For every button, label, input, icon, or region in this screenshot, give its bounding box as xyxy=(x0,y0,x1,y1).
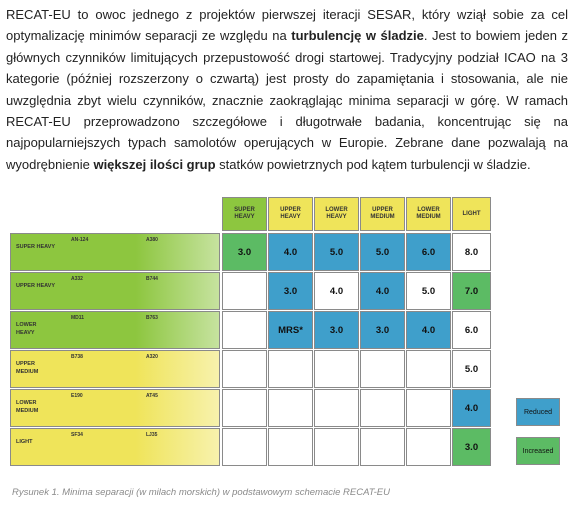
table-cell: 8.0 xyxy=(452,233,491,271)
table-cell: 3.0 xyxy=(268,272,313,310)
aircraft-code: B744 xyxy=(146,276,158,282)
empty-cell xyxy=(406,389,451,427)
text-run: statków powietrznych pod kątem turbulenc… xyxy=(215,156,531,172)
bold-text: większej ilości grup xyxy=(93,156,216,172)
table-cell: 7.0 xyxy=(452,272,491,310)
aircraft-code: A332 xyxy=(71,276,83,282)
table-cell: 5.0 xyxy=(452,350,491,388)
table-cell: 6.0 xyxy=(406,233,451,271)
empty-cell xyxy=(222,350,267,388)
aircraft-code: SF34 xyxy=(71,432,83,438)
table-cell: 3.0 xyxy=(360,311,405,349)
figure: SUPER HEAVY UPPER HEAVY LOWER HEAVY UPPER M… xyxy=(0,190,574,475)
row-header: LOWER HEAVY MD11 B763 xyxy=(10,311,220,349)
row-label: LOWER HEAVY xyxy=(16,322,37,336)
table-cell: 3.0 xyxy=(314,311,359,349)
table-cell: 4.0 xyxy=(452,389,491,427)
empty-cell xyxy=(406,428,451,466)
empty-cell xyxy=(268,428,313,466)
row-header: UPPER MEDIUM B738 A320 xyxy=(10,350,220,388)
paragraph: RECAT-EU to owoc jednego z projektów pie… xyxy=(6,4,568,175)
text-run: RECAT-EU to owoc jednego z projektów pie… xyxy=(6,7,568,44)
aircraft-code: E190 xyxy=(71,393,83,399)
aircraft-code: AN-124 xyxy=(71,237,89,243)
row-header: SUPER HEAVY AN-124 A380 xyxy=(10,233,220,271)
aircraft-code: B763 xyxy=(146,315,158,321)
row-label: LOWER MEDIUM xyxy=(16,400,39,414)
row-header: LIGHT SF34 LJ35 xyxy=(10,428,220,466)
aircraft-code: LJ35 xyxy=(146,432,158,438)
table-cell: MRS* xyxy=(268,311,313,349)
aircraft-code: MD11 xyxy=(71,315,85,321)
empty-cell xyxy=(360,350,405,388)
empty-cell xyxy=(314,350,359,388)
row-label: LIGHT xyxy=(16,439,33,445)
column-header: LOWER HEAVY xyxy=(314,197,359,231)
empty-cell xyxy=(314,428,359,466)
empty-cell xyxy=(222,311,267,349)
table-cell: 5.0 xyxy=(406,272,451,310)
empty-cell xyxy=(268,350,313,388)
empty-cell xyxy=(222,272,267,310)
bold-text: turbulencję w śladzie xyxy=(291,28,424,44)
table-cell: 6.0 xyxy=(452,311,491,349)
empty-cell xyxy=(360,428,405,466)
legend-item: Increased xyxy=(516,437,560,465)
empty-cell xyxy=(406,350,451,388)
table-cell: 4.0 xyxy=(406,311,451,349)
empty-cell xyxy=(268,389,313,427)
row-header: UPPER HEAVY A332 B744 xyxy=(10,272,220,310)
empty-cell xyxy=(314,389,359,427)
table-cell: 5.0 xyxy=(314,233,359,271)
aircraft-code: AT45 xyxy=(146,393,158,399)
column-header: LOWER MEDIUM xyxy=(406,197,451,231)
table-cell: 4.0 xyxy=(268,233,313,271)
row-header: LOWER MEDIUM E190 AT45 xyxy=(10,389,220,427)
table-cell: 3.0 xyxy=(452,428,491,466)
empty-cell xyxy=(360,389,405,427)
figure-caption: Rysunek 1. Minima separacji (w milach mo… xyxy=(12,487,390,498)
empty-cell xyxy=(222,389,267,427)
aircraft-code: B738 xyxy=(71,354,83,360)
legend-item: Reduced xyxy=(516,398,560,426)
row-label: SUPER HEAVY xyxy=(16,244,56,250)
table-cell: 4.0 xyxy=(360,272,405,310)
column-header: UPPER MEDIUM xyxy=(360,197,405,231)
row-label: UPPER HEAVY xyxy=(16,283,56,289)
table-cell: 3.0 xyxy=(222,233,267,271)
column-header: UPPER HEAVY xyxy=(268,197,313,231)
empty-cell xyxy=(222,428,267,466)
aircraft-code: A380 xyxy=(146,237,158,243)
aircraft-code: A320 xyxy=(146,354,158,360)
column-header: LIGHT xyxy=(452,197,491,231)
row-label: UPPER MEDIUM xyxy=(16,361,39,375)
table-cell: 5.0 xyxy=(360,233,405,271)
table-cell: 4.0 xyxy=(314,272,359,310)
text-run: . Jest to bowiem jeden z głównych czynni… xyxy=(6,28,568,172)
column-header: SUPER HEAVY xyxy=(222,197,267,231)
